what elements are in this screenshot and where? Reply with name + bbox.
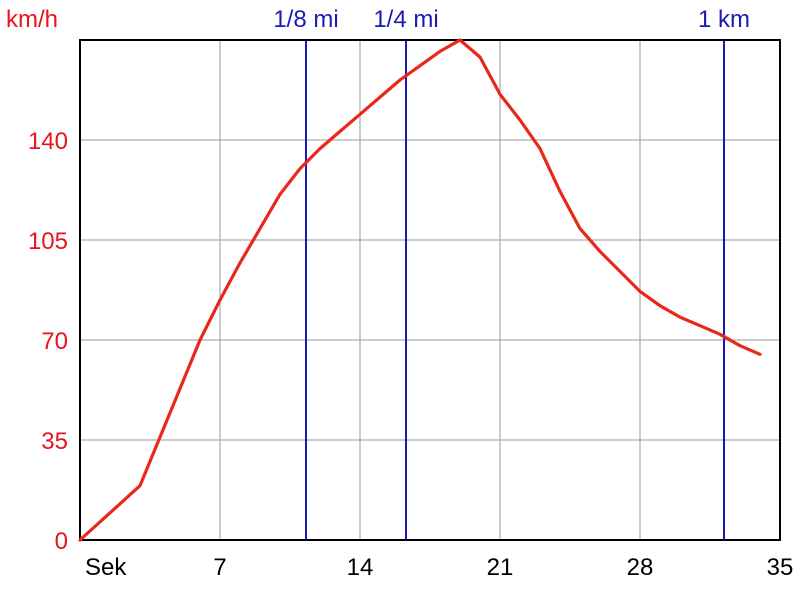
y-axis-unit: km/h [6, 6, 58, 33]
y-tick-label: 70 [41, 328, 68, 355]
x-tick-label: 7 [213, 554, 226, 581]
grid [80, 40, 781, 541]
x-tick-label: 14 [347, 554, 374, 581]
speed-line [78, 38, 762, 542]
distance-markers: 1/8 mi 1/4 mi 1 km [273, 6, 750, 540]
distance-marker-label: 1/8 mi [273, 6, 338, 33]
y-tick-labels: 0 35 70 105 140 [28, 128, 68, 555]
y-tick-label: 35 [41, 428, 68, 455]
x-tick-label: 21 [487, 554, 514, 581]
x-tick-label: 35 [767, 554, 794, 581]
distance-marker-label: 1 km [698, 6, 750, 33]
x-tick-label: 28 [627, 554, 654, 581]
x-tick-labels: 7 14 21 28 35 [213, 554, 793, 581]
y-tick-label: 105 [28, 228, 68, 255]
y-tick-label: 0 [55, 528, 68, 555]
x-axis-label: Sek [85, 554, 127, 581]
y-tick-label: 140 [28, 128, 68, 155]
distance-marker-label: 1/4 mi [373, 6, 438, 33]
plot-frame [79, 39, 781, 541]
